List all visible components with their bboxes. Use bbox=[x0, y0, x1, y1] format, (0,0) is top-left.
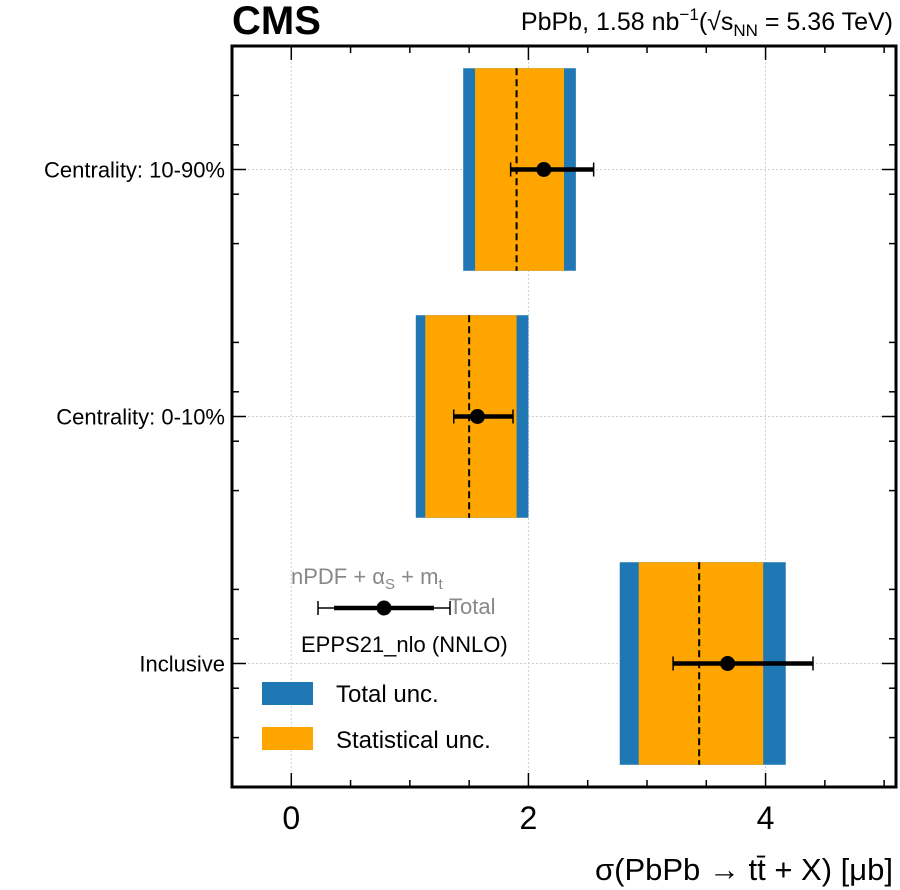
y-tick-label: Centrality: 0-10% bbox=[56, 405, 225, 430]
theory-legend: nPDF + αS + mt Total EPPS21_nlo (NNLO) bbox=[291, 564, 508, 657]
y-tick-label: Centrality: 10-90% bbox=[44, 158, 225, 183]
y-tick-label: Inclusive bbox=[139, 652, 225, 677]
theory-label-npdf: nPDF + α bbox=[291, 564, 385, 589]
legend-stat-swatch bbox=[262, 727, 313, 750]
collision-label: PbPb bbox=[521, 8, 582, 36]
theory-point-marker bbox=[469, 409, 485, 424]
energy-value: = 5.36 TeV) bbox=[765, 8, 893, 36]
theory-label-mass-sub: t bbox=[438, 576, 443, 593]
energy-subscript: NN bbox=[733, 21, 758, 40]
legend-total-label: Total unc. bbox=[336, 681, 439, 708]
lumi-exponent: −1 bbox=[679, 5, 698, 24]
lumi-value: 1.58 bbox=[596, 8, 645, 36]
x-tick-label: 0 bbox=[282, 800, 300, 836]
x-axis-label: σ(PbPb → tt̄ + X) [μb] bbox=[595, 852, 893, 887]
legend-total-swatch bbox=[262, 682, 313, 705]
theory-label-mass: + m bbox=[395, 564, 438, 589]
theory-legend-total: Total bbox=[449, 594, 495, 619]
legend-stat-label: Statistical unc. bbox=[336, 727, 491, 754]
legend: Total unc. Statistical unc. bbox=[262, 681, 491, 754]
theory-point-marker bbox=[536, 162, 552, 177]
x-tick-label: 4 bbox=[757, 800, 775, 836]
energy-open: ( bbox=[699, 8, 708, 36]
theory-legend-model: EPPS21_nlo (NNLO) bbox=[301, 632, 508, 657]
theory-label-alpha-sub: S bbox=[385, 576, 395, 593]
theory-legend-marker bbox=[317, 600, 451, 616]
x-tick-label: 2 bbox=[520, 800, 538, 836]
theory-legend-marker bbox=[376, 600, 392, 616]
axes bbox=[230, 44, 898, 789]
lumi-energy-label: PbPb, 1.58 nb−1(√sNN = 5.36 TeV) bbox=[521, 5, 893, 40]
experiment-label: CMS bbox=[232, 0, 321, 43]
theory-legend-line1: nPDF + αS + mt bbox=[291, 564, 443, 593]
lumi-unit: nb bbox=[652, 8, 680, 36]
theory-point-marker bbox=[720, 656, 736, 671]
sqrt-symbol: √ bbox=[707, 8, 721, 36]
energy-var: s bbox=[721, 8, 734, 36]
y-tick-labels: Centrality: 10-90% Centrality: 0-10% Inclu… bbox=[44, 158, 225, 677]
theory-points bbox=[452, 162, 814, 671]
x-tick-labels: 0 2 4 bbox=[282, 800, 774, 836]
